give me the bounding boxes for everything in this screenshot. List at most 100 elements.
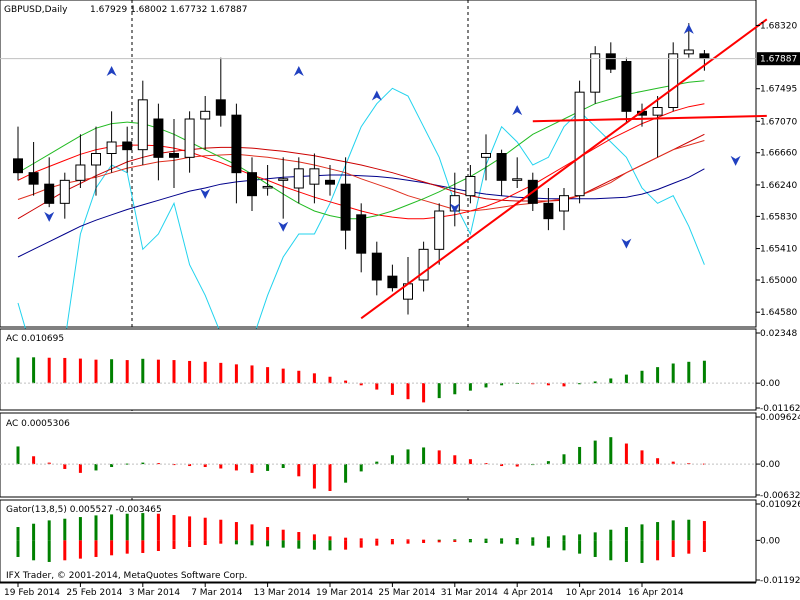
ac1-bar xyxy=(312,373,316,384)
gator-pane[interactable]: Gator(13,8,5) 0.005527 -0.003465 xyxy=(0,499,757,583)
gator-tick-label-0: 0.010926 xyxy=(760,500,800,510)
ac1-bar xyxy=(437,383,441,399)
fractal-up-icon xyxy=(683,23,694,34)
gator-lower-bar xyxy=(687,540,691,554)
gator-upper-bar xyxy=(406,539,410,541)
ma-red-line xyxy=(17,133,705,220)
ac1-bar xyxy=(219,362,223,384)
gator-upper-bar xyxy=(531,537,535,541)
ac2-bar xyxy=(94,464,98,471)
gator-upper-bar xyxy=(609,529,613,541)
gator-upper-bar xyxy=(546,536,550,541)
ac2-bar xyxy=(422,447,426,465)
ac1-bar xyxy=(406,383,410,400)
gator-lower-bar xyxy=(453,540,457,543)
price-pane[interactable]: GBPUSD,Daily 1.67929 1.68002 1.67732 1.6… xyxy=(0,0,768,582)
time-axis: 19 Feb 2014 25 Feb 2014 3 Mar 2014 7 Mar 20… xyxy=(0,582,756,598)
candle-body xyxy=(309,168,320,185)
gator-lower-bar xyxy=(531,540,535,546)
gator-upper-bar xyxy=(250,524,254,541)
price-tick-label-7: 1.65000 xyxy=(760,276,797,286)
candle-body xyxy=(262,185,273,189)
gator-upper-bar xyxy=(359,538,363,541)
candle-body xyxy=(278,178,289,181)
ac2-bar xyxy=(375,461,379,465)
candle-body xyxy=(512,178,523,181)
gator-lower-bar xyxy=(546,540,550,548)
ac1-bar xyxy=(266,367,270,384)
candle-body xyxy=(153,118,164,158)
ac1-bar xyxy=(141,358,145,384)
gator-upper-bar xyxy=(297,532,301,541)
ac2-bar xyxy=(110,464,114,468)
gator-upper-bar xyxy=(593,532,597,541)
candle-body xyxy=(543,202,554,220)
ac1-bar xyxy=(593,381,597,384)
ac1-bar xyxy=(671,363,675,384)
candle-body xyxy=(184,118,195,158)
gator-lower-bar xyxy=(484,540,488,544)
gator-upper-bar xyxy=(671,520,675,541)
gator-upper-bar xyxy=(312,534,316,541)
fractal-down-icon xyxy=(449,203,460,214)
ac2-bar xyxy=(219,464,223,469)
gator-lower-bar xyxy=(422,540,426,544)
candle-body xyxy=(91,153,101,166)
candle-body xyxy=(75,164,86,181)
gator-upper-bar xyxy=(344,537,348,541)
candle-body xyxy=(340,183,351,231)
ac2-bar xyxy=(312,464,316,489)
ac1-bar xyxy=(640,370,644,384)
ac1-bar xyxy=(172,360,176,384)
ac2-bar xyxy=(546,461,550,465)
gator-upper-bar xyxy=(219,519,223,541)
ac2-bar xyxy=(359,464,363,472)
ac2-bar xyxy=(671,461,675,465)
time-tick-label-3: 7 Mar 2014 xyxy=(191,588,243,598)
ac2-bar xyxy=(453,455,457,465)
ac1-pane[interactable]: AC 0.010695 xyxy=(0,328,757,411)
ac2-tick-label-2: -0.006321 xyxy=(760,491,800,501)
gator-upper-bar xyxy=(78,517,82,541)
ac2-bar xyxy=(562,454,566,465)
fractal-down-icon xyxy=(621,238,632,249)
price-tick-label-8: 1.64580 xyxy=(760,308,797,318)
gator-lower-bar xyxy=(328,540,332,551)
gator-lower-bar xyxy=(406,540,410,544)
price-tick-label-3: 1.66660 xyxy=(760,149,797,159)
ac1-histogram xyxy=(0,357,756,403)
ac2-bar xyxy=(250,464,254,473)
ac1-bar xyxy=(546,383,550,386)
time-tick-label-1: 25 Feb 2014 xyxy=(66,588,122,598)
gator-lower-bar xyxy=(593,540,597,557)
fractal-down-icon xyxy=(730,155,741,166)
ac2-bar xyxy=(578,446,582,465)
ac2-pane[interactable]: AC 0.0005306 xyxy=(0,412,757,498)
gator-upper-bar xyxy=(562,535,566,541)
ac1-bar xyxy=(500,383,504,386)
candle-body xyxy=(137,99,148,151)
gator-upper-bar xyxy=(422,539,426,541)
gator-lower-bar xyxy=(110,540,114,556)
ac1-bar xyxy=(32,357,36,384)
ac1-bar xyxy=(234,364,238,384)
gator-lower-bar xyxy=(515,540,519,545)
trendlines[interactable] xyxy=(360,18,768,320)
gator-upper-bar xyxy=(141,513,145,541)
gator-upper-bar xyxy=(94,515,98,541)
ac2-bar xyxy=(297,464,301,477)
candle-body xyxy=(293,168,304,189)
gator-upper-bar xyxy=(390,539,394,541)
ac2-bar xyxy=(437,450,441,465)
gator-lower-bar xyxy=(172,540,176,549)
ac1-bar xyxy=(562,383,566,387)
gator-upper-bar xyxy=(500,538,504,541)
gator-upper-bar xyxy=(687,519,691,541)
time-tick-label-5: 19 Mar 2014 xyxy=(316,588,373,598)
gator-upper-bar xyxy=(656,522,660,541)
gator-upper-bar xyxy=(110,514,114,541)
gator-upper-bar xyxy=(578,534,582,541)
candle-body xyxy=(481,153,491,158)
gator-histogram xyxy=(16,513,706,563)
